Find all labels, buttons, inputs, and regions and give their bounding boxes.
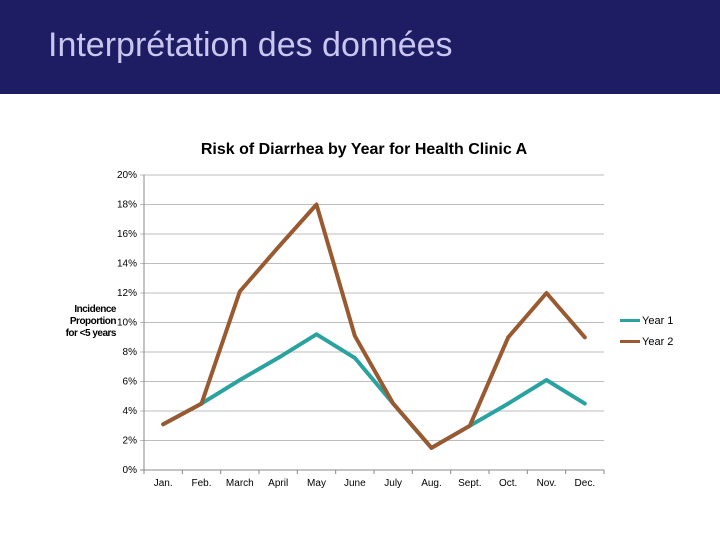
y-axis-label: Incidence Proportion for <5 years <box>58 304 117 340</box>
y-tick-label: 4% <box>123 406 138 417</box>
title-bar: Interprétation des données <box>0 0 720 94</box>
y-axis-label-line: for <5 years <box>65 328 117 339</box>
y-tick-label: 20% <box>117 170 137 181</box>
x-tick-label: Oct. <box>499 478 517 489</box>
series-line-year-1 <box>161 332 587 450</box>
x-tick-label: Nov. <box>537 478 557 489</box>
slide-title: Interprétation des données <box>48 26 453 64</box>
legend-item-year-2: Year 2 <box>620 331 673 352</box>
x-tick-label: June <box>344 478 366 489</box>
x-tick-label: July <box>384 478 402 489</box>
x-tick-label: April <box>268 478 288 489</box>
y-tick-label: 2% <box>123 436 138 447</box>
legend-item-year-1: Year 1 <box>620 310 673 331</box>
series-line-year-2 <box>161 202 587 450</box>
legend: Year 1 Year 2 <box>620 310 673 352</box>
legend-label-year-2: Year 2 <box>642 335 674 348</box>
y-tick-label: 8% <box>123 347 138 358</box>
y-tick-label: 10% <box>117 318 137 329</box>
y-tick-label: 18% <box>117 200 137 211</box>
y-tick-label: 0% <box>123 465 138 476</box>
x-tick-label: March <box>226 478 254 489</box>
y-tick-label: 12% <box>117 288 137 299</box>
y-tick-label: 6% <box>123 377 138 388</box>
x-tick-label: Aug. <box>421 478 442 489</box>
legend-swatch-year-1 <box>620 319 640 322</box>
y-axis-label-line: Incidence <box>74 304 116 315</box>
x-tick-label: May <box>307 478 326 489</box>
legend-swatch-year-2 <box>620 340 640 343</box>
x-tick-label: Feb. <box>191 478 211 489</box>
y-axis-label-line: Proportion <box>69 316 117 327</box>
legend-label-year-1: Year 1 <box>642 314 674 327</box>
chart-title: Risk of Diarrhea by Year for Health Clin… <box>200 141 528 158</box>
x-tick-label: Sept. <box>458 478 481 489</box>
y-tick-label: 14% <box>117 259 137 270</box>
x-tick-label: Jan. <box>154 478 173 489</box>
x-tick-label: Dec. <box>575 478 596 489</box>
y-tick-label: 16% <box>117 229 137 240</box>
